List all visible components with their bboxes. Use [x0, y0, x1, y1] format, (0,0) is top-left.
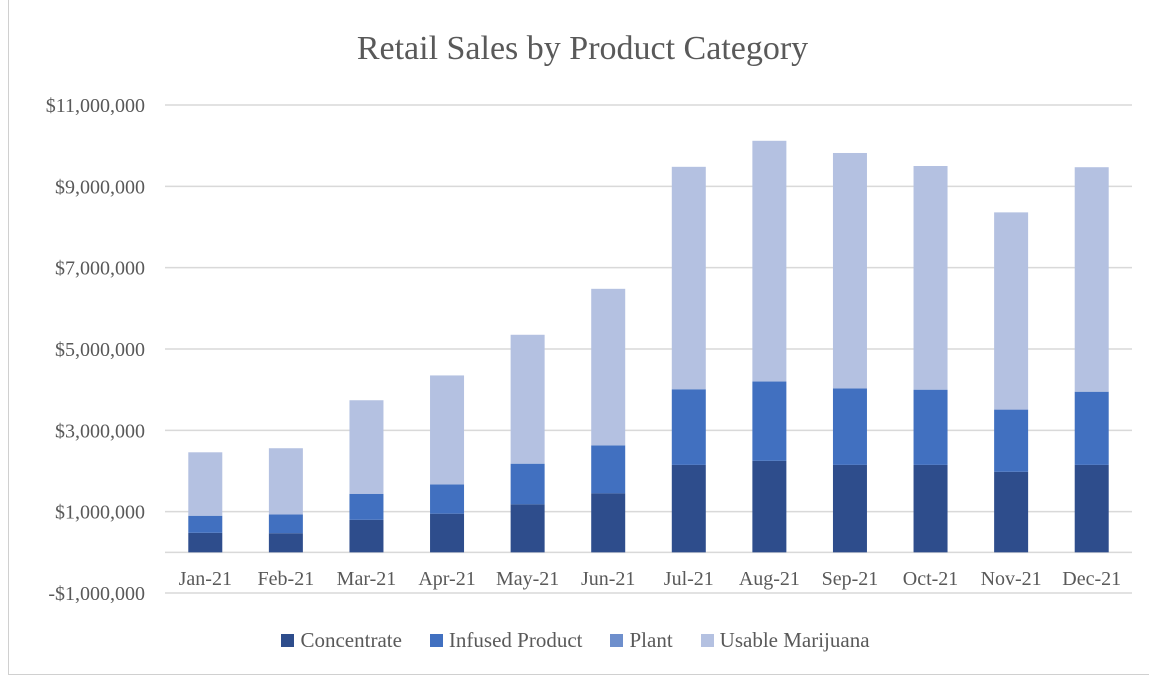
- y-tick-label: -$1,000,000: [48, 583, 145, 605]
- legend-swatch: [610, 634, 624, 647]
- bar-concentrate-jun-21: [591, 493, 626, 553]
- bar-infused-product-jul-21: [671, 389, 706, 465]
- bar-infused-product-mar-21: [349, 493, 384, 520]
- bar-usable-marijuana-aug-21: [752, 140, 787, 382]
- x-tick-label: Nov-21: [981, 568, 1042, 590]
- bar-concentrate-sep-21: [832, 464, 867, 553]
- legend-label: Concentrate: [300, 628, 402, 652]
- legend-label: Plant: [629, 628, 673, 652]
- y-axis-tick-labels: $11,000,000 $9,000,000 $7,000,000 $5,000,00…: [46, 95, 145, 605]
- bar-concentrate-apr-21: [430, 513, 465, 553]
- bar-usable-marijuana-nov-21: [994, 212, 1029, 410]
- x-tick-label: Mar-21: [337, 568, 397, 590]
- legend-item-infused-product: Infused Product: [429, 628, 583, 653]
- legend-item-usable-marijuana: Usable Marijuana: [700, 628, 870, 653]
- bar-concentrate-jul-21: [671, 464, 706, 553]
- bar-usable-marijuana-mar-21: [349, 400, 384, 494]
- bar-usable-marijuana-sep-21: [832, 152, 867, 389]
- bars: [188, 140, 1109, 553]
- y-tick-label: $7,000,000: [55, 258, 145, 280]
- x-tick-label: May-21: [496, 568, 559, 590]
- legend-item-plant: Plant: [610, 628, 673, 653]
- x-tick-label: Jan-21: [179, 568, 232, 590]
- x-tick-label: Jul-21: [664, 568, 714, 590]
- bar-concentrate-aug-21: [752, 460, 787, 553]
- bar-infused-product-feb-21: [268, 514, 303, 534]
- legend-swatch: [429, 634, 443, 647]
- y-tick-label: $9,000,000: [55, 176, 145, 198]
- x-tick-label: Oct-21: [903, 568, 959, 590]
- bar-usable-marijuana-jul-21: [671, 166, 706, 390]
- bar-infused-product-jan-21: [188, 515, 223, 533]
- chart-plot: $11,000,000 $9,000,000 $7,000,000 $5,000,00…: [46, 95, 1132, 605]
- legend-swatch: [281, 634, 295, 647]
- chart-frame: [8, 0, 1149, 675]
- bar-concentrate-nov-21: [994, 471, 1029, 553]
- bar-concentrate-dec-21: [1074, 464, 1109, 553]
- bar-usable-marijuana-dec-21: [1074, 167, 1109, 392]
- bar-infused-product-dec-21: [1074, 391, 1109, 465]
- legend-item-concentrate: Concentrate: [281, 628, 402, 653]
- bar-concentrate-jan-21: [188, 532, 223, 553]
- x-axis-tick-labels: Jan-21 Feb-21 Mar-21 Apr-21 May-21 Jun-21 Jul-…: [179, 568, 1122, 590]
- bar-infused-product-apr-21: [430, 484, 465, 514]
- bar-usable-marijuana-jan-21: [188, 452, 223, 516]
- bar-usable-marijuana-feb-21: [268, 448, 303, 515]
- bar-usable-marijuana-may-21: [510, 334, 545, 464]
- bar-infused-product-sep-21: [832, 388, 867, 465]
- chart-title: Retail Sales by Product Category: [356, 30, 809, 67]
- y-tick-label: $5,000,000: [55, 339, 145, 361]
- x-tick-label: Dec-21: [1062, 568, 1121, 590]
- bar-infused-product-aug-21: [752, 381, 787, 461]
- y-tick-label: $3,000,000: [55, 420, 145, 442]
- bar-infused-product-nov-21: [994, 409, 1029, 472]
- bar-infused-product-oct-21: [913, 389, 948, 465]
- x-tick-label: Apr-21: [418, 568, 475, 590]
- gridlines: [165, 104, 1132, 594]
- bar-infused-product-jun-21: [591, 445, 626, 494]
- bar-infused-product-may-21: [510, 463, 545, 505]
- y-tick-label: $11,000,000: [46, 95, 145, 117]
- bar-concentrate-may-21: [510, 504, 545, 553]
- x-tick-label: Sep-21: [822, 568, 879, 590]
- bar-concentrate-oct-21: [913, 464, 948, 553]
- x-tick-label: Aug-21: [739, 568, 800, 590]
- bar-concentrate-feb-21: [268, 533, 303, 553]
- x-tick-label: Feb-21: [258, 568, 315, 590]
- x-tick-label: Jun-21: [581, 568, 635, 590]
- legend-label: Usable Marijuana: [719, 628, 870, 652]
- legend: Concentrate Infused Product Plant Usable Ma…: [0, 628, 1151, 653]
- bar-usable-marijuana-jun-21: [591, 288, 626, 446]
- y-tick-label: $1,000,000: [55, 502, 145, 524]
- bar-usable-marijuana-oct-21: [913, 166, 948, 390]
- bar-usable-marijuana-apr-21: [430, 375, 465, 485]
- legend-label: Infused Product: [448, 628, 583, 652]
- bar-concentrate-mar-21: [349, 519, 384, 553]
- legend-swatch: [700, 634, 714, 647]
